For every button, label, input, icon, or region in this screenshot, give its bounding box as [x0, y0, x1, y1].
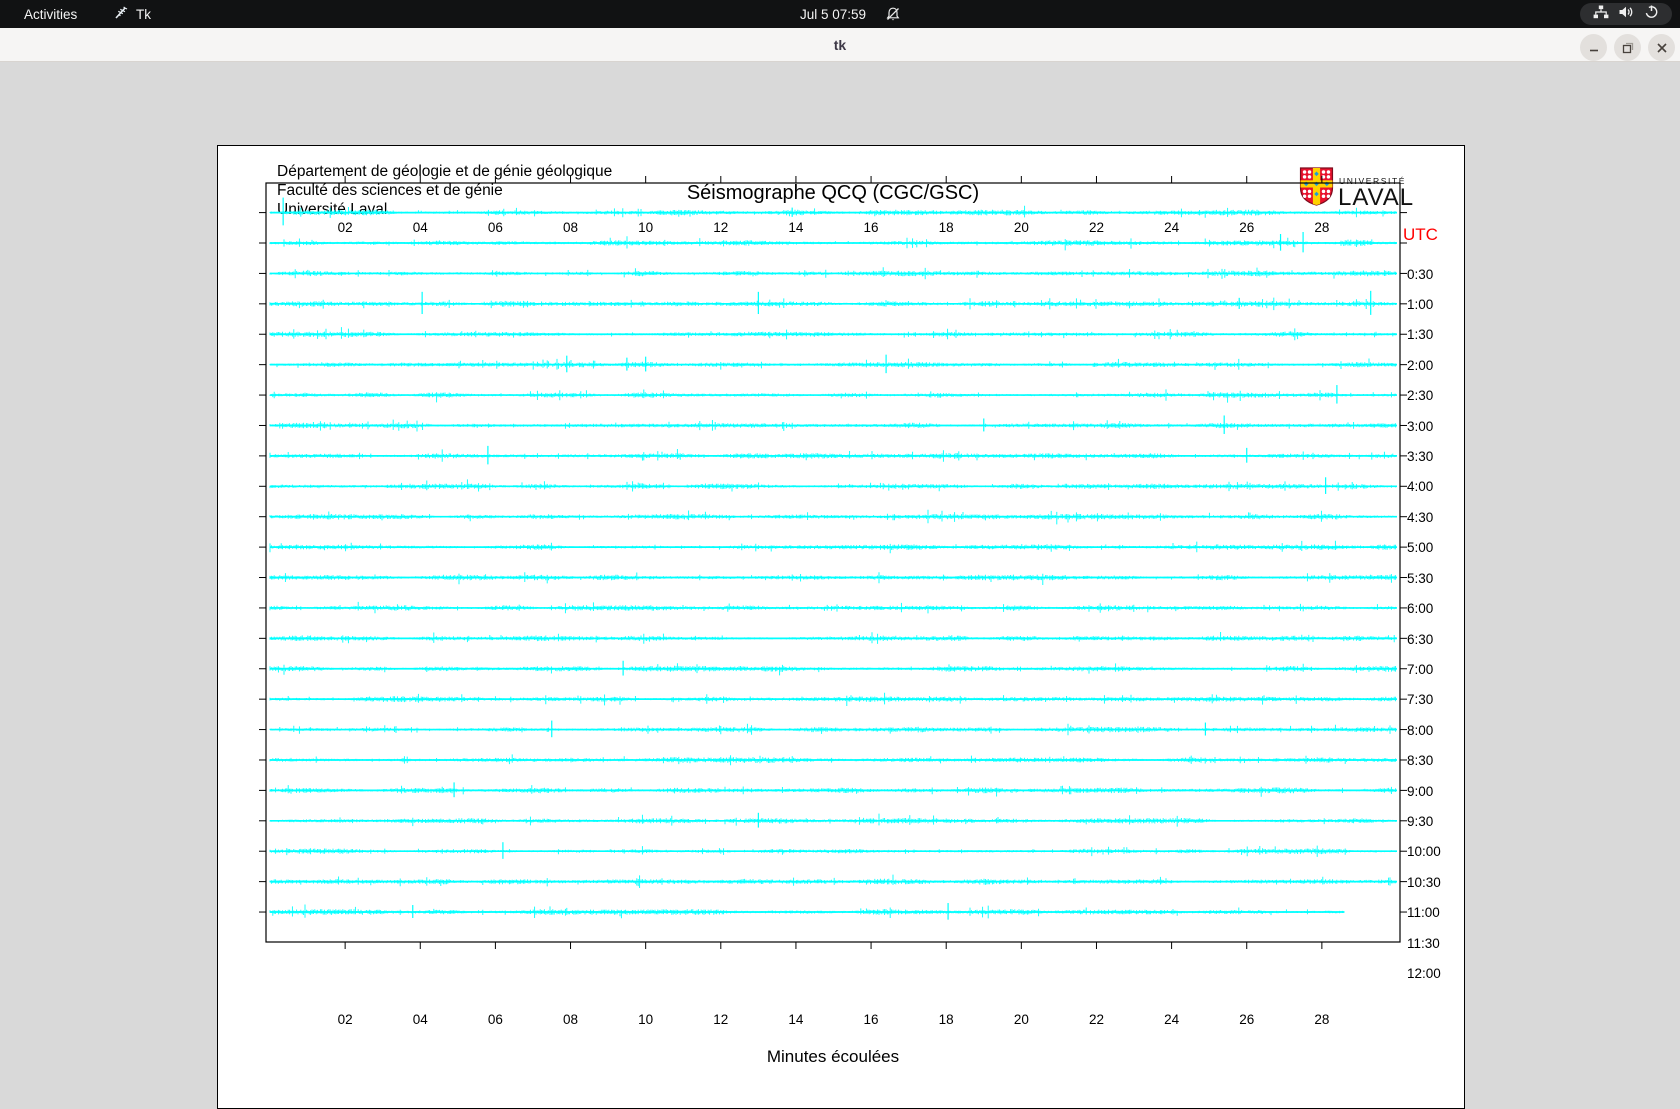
x-tick-label-top: 06: [487, 220, 503, 235]
x-tick-label-bottom: 04: [412, 1012, 428, 1027]
utc-time-label: 5:30: [1407, 570, 1434, 586]
utc-time-label: 6:30: [1407, 631, 1434, 647]
x-tick-label-top: 26: [1239, 220, 1255, 235]
x-tick-label-bottom: 08: [563, 1012, 579, 1027]
laval-shield-icon: [1299, 167, 1334, 206]
x-tick-label-bottom: 22: [1088, 1012, 1104, 1027]
activities-button[interactable]: Activities: [24, 6, 78, 22]
utc-time-label: 5:00: [1407, 540, 1434, 556]
universite-laval-logo: UNIVERSITÉ LAVAL: [1299, 166, 1464, 212]
x-tick-label-top: 02: [337, 220, 353, 235]
gnome-top-bar: Activities Tk Jul 5 07:59: [0, 0, 1680, 28]
x-tick-label-top: 08: [563, 220, 579, 235]
utc-time-label: 7:00: [1407, 661, 1434, 677]
x-tick-label-top: 14: [788, 220, 804, 235]
x-tick-label-bottom: 12: [713, 1012, 729, 1027]
utc-time-label: 12:00: [1407, 966, 1441, 982]
institution-text: Département de géologie et de génie géol…: [277, 162, 612, 219]
network-icon[interactable]: [1593, 5, 1609, 24]
utc-time-label: 10:30: [1407, 874, 1441, 890]
notifications-muted-bell-icon: [885, 0, 901, 28]
x-tick-label-top: 10: [638, 220, 654, 235]
utc-time-label: 2:30: [1407, 388, 1434, 404]
utc-time-label: 11:00: [1407, 905, 1440, 921]
utc-time-label: 3:00: [1407, 418, 1434, 434]
x-tick-label-bottom: 10: [638, 1012, 654, 1027]
utc-time-label: 2:00: [1407, 357, 1434, 373]
utc-time-label: 10:00: [1407, 844, 1441, 860]
system-tray[interactable]: [1580, 3, 1672, 25]
x-tick-label-bottom: 18: [938, 1012, 954, 1027]
clock-menu[interactable]: Jul 5 07:59: [800, 6, 867, 22]
x-tick-label-top: 16: [863, 220, 879, 235]
logo-laval-text: LAVAL: [1338, 184, 1415, 211]
x-tick-label-bottom: 20: [1013, 1012, 1029, 1027]
x-tick-label-top: 04: [412, 220, 428, 235]
tk-window-content: Département de géologie et de génie géol…: [0, 62, 1680, 1109]
utc-time-label: 0:30: [1407, 266, 1434, 282]
close-button[interactable]: [1648, 34, 1675, 61]
x-tick-label-bottom: 06: [487, 1012, 503, 1027]
volume-icon[interactable]: [1618, 5, 1634, 24]
utc-time-label: 1:30: [1407, 327, 1434, 343]
x-tick-label-bottom: 16: [863, 1012, 879, 1027]
utc-time-label: 1:00: [1407, 297, 1434, 312]
utc-time-label: 8:00: [1407, 722, 1434, 738]
utc-time-label: 6:00: [1407, 601, 1434, 617]
app-menu-label: Tk: [136, 6, 151, 22]
institution-line: Université Laval: [277, 201, 388, 218]
minimize-button[interactable]: [1580, 34, 1607, 61]
x-tick-label-top: 12: [713, 220, 729, 235]
x-axis-title: Minutes écoulées: [766, 1047, 900, 1066]
x-tick-label-top: 20: [1013, 220, 1029, 235]
utc-time-label: 11:30: [1407, 935, 1440, 951]
institution-line: Faculté des sciences et de génie: [277, 182, 503, 199]
x-tick-label-bottom: 26: [1239, 1012, 1255, 1027]
utc-time-label: 4:30: [1407, 509, 1434, 525]
x-tick-label-bottom: 02: [337, 1012, 353, 1027]
x-tick-label-top: 18: [938, 220, 954, 235]
app-menu-tk[interactable]: Tk: [106, 0, 159, 28]
x-tick-label-bottom: 28: [1314, 1012, 1330, 1027]
window-titlebar[interactable]: tk: [0, 28, 1680, 62]
utc-time-label: 3:30: [1407, 449, 1434, 465]
seismogram-canvas: [217, 145, 1465, 1109]
maximize-restore-button[interactable]: [1614, 34, 1641, 61]
tk-feather-icon: [114, 5, 129, 23]
plot-title: Séismographe QCQ (CGC/GSC): [686, 182, 980, 204]
x-tick-label-top: 28: [1314, 220, 1330, 235]
utc-time-label: 9:30: [1407, 813, 1434, 829]
logo-universite-text: UNIVERSITÉ: [1339, 176, 1407, 186]
x-tick-label-bottom: 14: [788, 1012, 804, 1027]
x-tick-label-bottom: 24: [1164, 1012, 1180, 1027]
utc-time-label: 7:30: [1407, 692, 1434, 708]
utc-time-label: 4:00: [1407, 479, 1434, 495]
x-tick-label-top: 22: [1088, 220, 1104, 235]
utc-axis-label: UTC: [1403, 225, 1438, 244]
x-tick-label-top: 24: [1164, 220, 1180, 235]
utc-time-label: 8:30: [1407, 753, 1434, 769]
window-title: tk: [833, 37, 847, 53]
power-icon[interactable]: [1644, 4, 1659, 24]
institution-line: Département de géologie et de génie géol…: [277, 163, 613, 180]
utc-time-label: 9:00: [1407, 783, 1434, 799]
